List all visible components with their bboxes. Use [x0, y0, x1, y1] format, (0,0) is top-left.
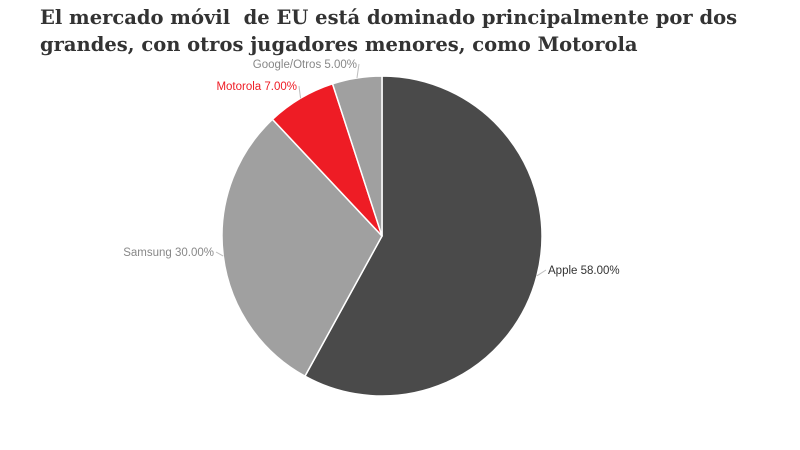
slice-label-apple: Apple 58.00%: [548, 265, 620, 277]
slice-label-samsung: Samsung 30.00%: [123, 247, 214, 259]
leader-line-samsung: [215, 251, 224, 257]
slice-label-google: Google/Otros 5.00%: [253, 59, 357, 71]
pie-slice-apple: [304, 75, 543, 397]
leader-line-motorola: [298, 85, 302, 99]
pie-slice-samsung: [221, 118, 383, 377]
slice-label-motorola: Motorola 7.00%: [216, 81, 297, 93]
pie-leader-lines: [215, 63, 547, 277]
chart-title: El mercado móvil de EU está dominado pri…: [40, 6, 744, 56]
pie-labels: Apple 58.00% Samsung 30.00% Motorola 7.00%…: [123, 59, 619, 277]
leader-line-google: [356, 63, 360, 79]
pie-slice-google: [331, 75, 383, 237]
leader-line-apple: [536, 269, 547, 277]
pie-slices: [221, 75, 543, 397]
